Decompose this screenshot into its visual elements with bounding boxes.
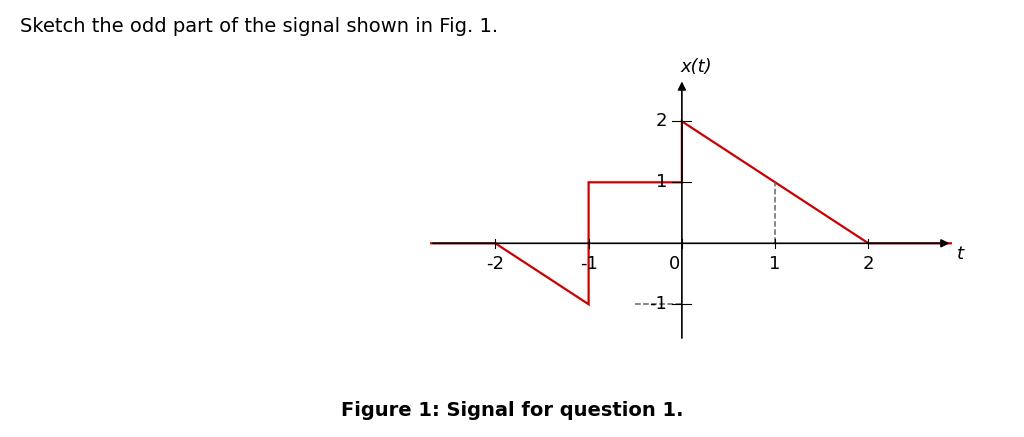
Text: 0: 0: [669, 255, 680, 273]
Text: Figure 1: Signal for question 1.: Figure 1: Signal for question 1.: [341, 401, 683, 420]
Text: -2: -2: [486, 255, 505, 273]
Text: 1: 1: [769, 255, 781, 273]
Text: 2: 2: [655, 112, 667, 130]
Text: -1: -1: [580, 255, 598, 273]
Text: t: t: [957, 245, 964, 263]
Text: Sketch the odd part of the signal shown in Fig. 1.: Sketch the odd part of the signal shown …: [20, 17, 499, 36]
Text: 1: 1: [655, 173, 667, 191]
Text: x(t): x(t): [680, 58, 712, 76]
Text: -1: -1: [649, 295, 667, 313]
Text: 2: 2: [862, 255, 874, 273]
